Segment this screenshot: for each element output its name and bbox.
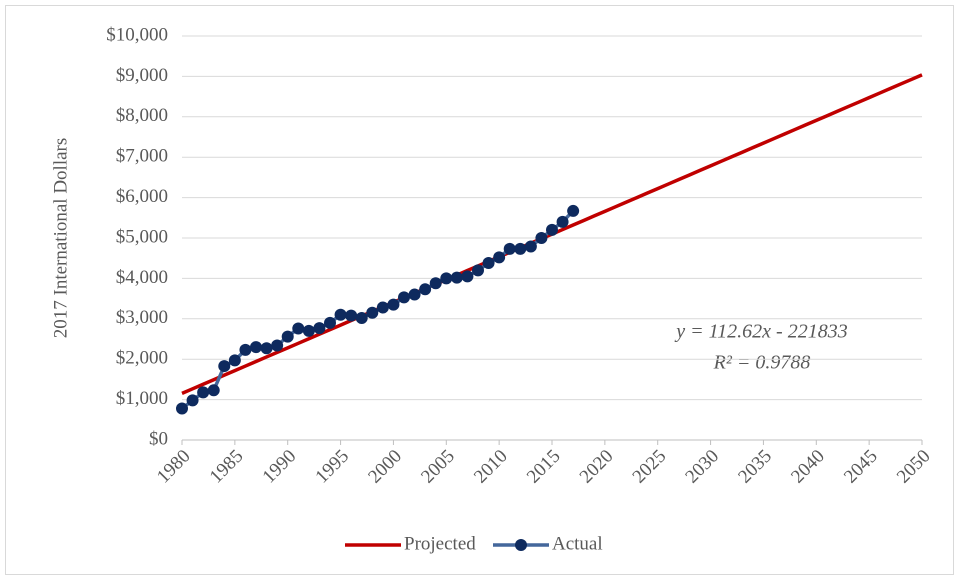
data-point [472, 264, 484, 277]
data-point [493, 251, 506, 264]
data-point [535, 232, 548, 244]
data-point [239, 343, 252, 356]
data-point [419, 283, 432, 296]
y-tick-label: $8,000 [116, 105, 168, 126]
chart-border [5, 5, 954, 575]
data-point [250, 341, 262, 354]
y-tick-label: $0 [149, 428, 168, 449]
data-point [503, 242, 516, 255]
data-point [524, 240, 537, 253]
data-point [482, 257, 495, 270]
data-point [450, 271, 463, 284]
data-point [197, 386, 210, 399]
y-tick-label: $3,000 [116, 307, 168, 328]
y-axis-title: 2017 International Dollars [50, 138, 71, 339]
data-point [398, 291, 410, 304]
data-point [281, 330, 294, 343]
data-point [514, 242, 527, 255]
data-point [292, 322, 305, 335]
data-point [186, 394, 199, 407]
legend-marker [515, 539, 527, 551]
data-point [313, 322, 326, 335]
r-squared: R² = 0.9788 [713, 352, 811, 374]
data-point [429, 277, 442, 290]
legend-label: Actual [552, 533, 603, 554]
data-point [324, 316, 336, 329]
data-point [218, 360, 231, 373]
data-point [345, 309, 358, 322]
data-point [228, 354, 241, 367]
data-point [376, 301, 389, 314]
data-point [207, 384, 220, 397]
legend-label: Projected [404, 533, 476, 554]
y-tick-label: $5,000 [116, 226, 168, 247]
data-point [408, 288, 421, 301]
data-point [546, 223, 558, 236]
data-point [366, 306, 379, 319]
data-point [302, 324, 315, 337]
data-point [556, 215, 569, 228]
y-tick-label: $6,000 [116, 186, 168, 207]
y-tick-label: $1,000 [116, 388, 168, 409]
data-point [355, 311, 368, 324]
y-tick-label: $9,000 [116, 65, 168, 86]
trend-equation: y = 112.62x - 221833 [674, 321, 847, 343]
data-point [271, 339, 284, 352]
data-point [461, 270, 474, 283]
y-tick-label: $10,000 [106, 24, 168, 45]
data-point [387, 298, 400, 311]
y-tick-label: $2,000 [116, 348, 168, 369]
data-point [567, 204, 580, 217]
data-point [260, 342, 273, 355]
data-point [334, 308, 347, 321]
data-point [176, 402, 188, 415]
y-tick-label: $7,000 [116, 146, 168, 167]
y-tick-label: $4,000 [116, 267, 168, 288]
data-point [440, 272, 453, 285]
